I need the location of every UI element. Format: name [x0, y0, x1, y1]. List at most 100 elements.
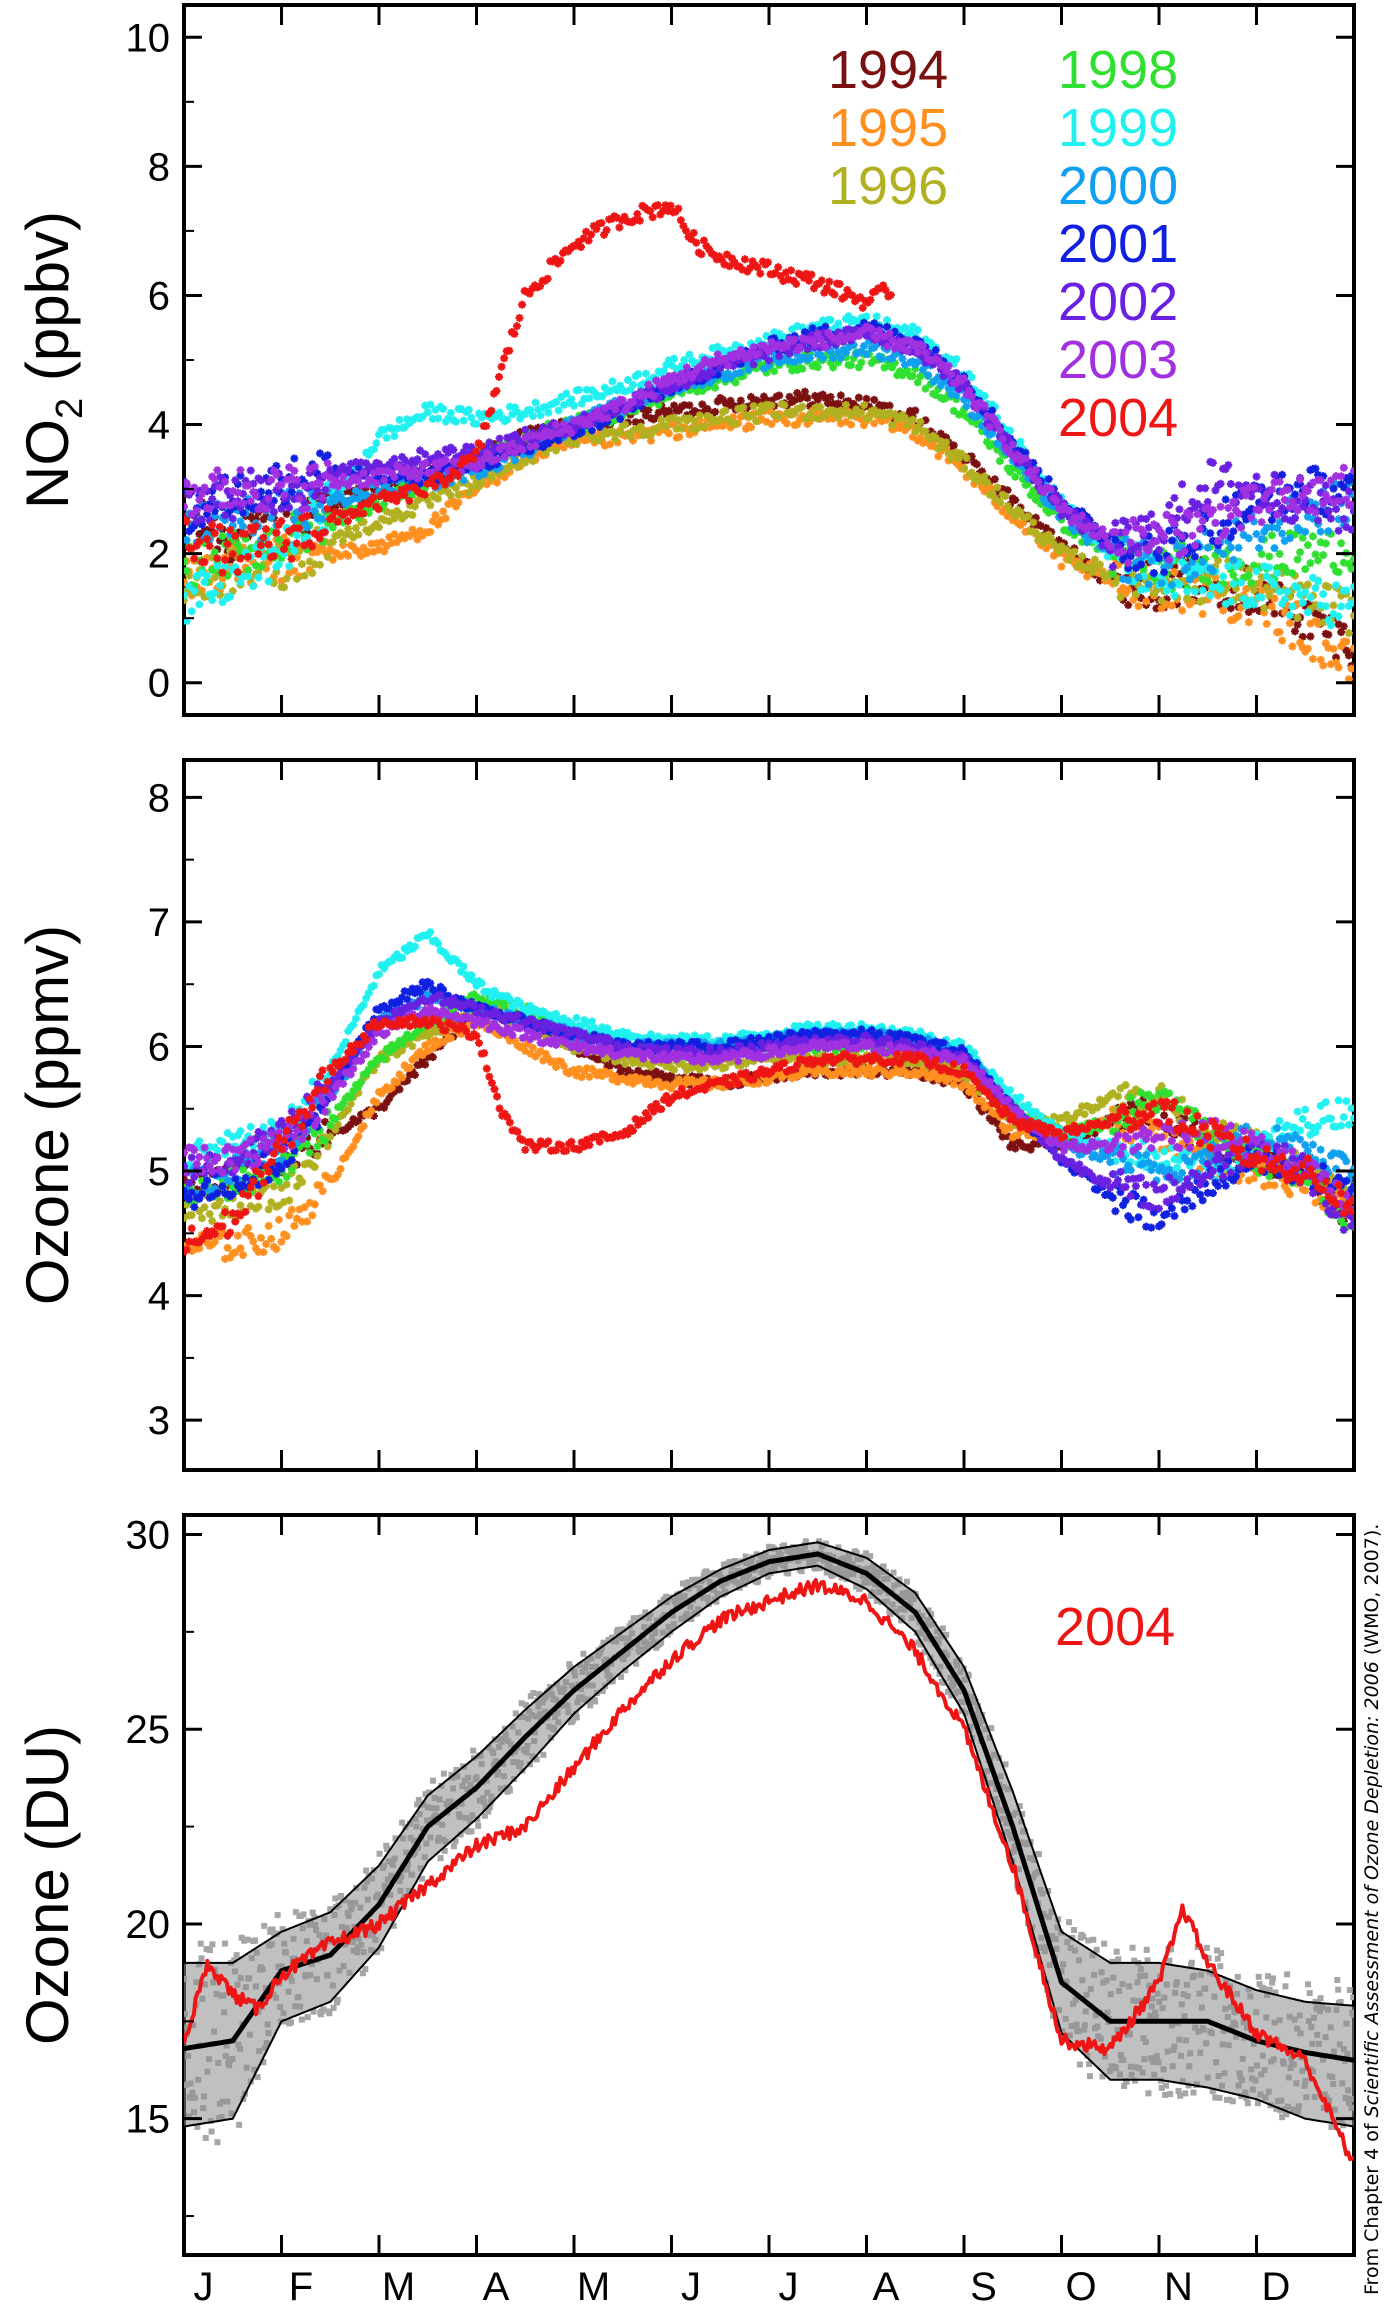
data-point — [510, 403, 519, 412]
data-point — [331, 503, 340, 512]
data-point — [562, 389, 571, 398]
data-point — [753, 263, 762, 272]
data-point — [346, 459, 355, 468]
data-point — [423, 496, 432, 505]
data-point — [446, 474, 455, 483]
data-point — [1196, 525, 1205, 534]
data-point — [249, 582, 258, 591]
data-point — [310, 1200, 319, 1209]
data-point — [1034, 490, 1043, 499]
data-point — [1314, 516, 1323, 525]
data-point — [952, 368, 961, 377]
data-point — [1031, 528, 1040, 537]
data-point — [646, 430, 655, 439]
data-point — [277, 1237, 286, 1246]
data-point — [359, 543, 368, 552]
data-point — [267, 1234, 276, 1243]
data-point — [924, 371, 933, 380]
data-point — [1280, 595, 1289, 604]
data-point — [1306, 605, 1315, 614]
data-point — [554, 406, 563, 415]
data-point — [364, 547, 373, 556]
data-point — [1324, 495, 1333, 504]
data-point — [1270, 470, 1279, 479]
data-point — [1001, 438, 1010, 447]
data-point — [1075, 521, 1084, 530]
data-point — [1257, 593, 1266, 602]
data-point — [729, 413, 738, 422]
data-point — [731, 341, 740, 350]
data-point — [1113, 574, 1122, 583]
data-point — [1134, 542, 1143, 551]
data-point — [652, 376, 661, 385]
data-point — [1260, 527, 1269, 536]
data-point — [387, 468, 396, 477]
data-point — [949, 441, 958, 450]
data-point — [333, 489, 342, 498]
data-point — [1021, 454, 1030, 463]
data-point — [916, 372, 925, 381]
data-point — [185, 487, 194, 496]
data-point — [630, 216, 639, 225]
data-point — [1070, 527, 1079, 536]
data-point — [900, 336, 909, 345]
data-point — [1319, 661, 1328, 670]
data-point — [700, 370, 709, 379]
data-point — [385, 1094, 394, 1103]
data-point — [1337, 472, 1346, 481]
data-point — [934, 384, 943, 393]
data-point — [659, 366, 668, 375]
data-point — [282, 1232, 291, 1241]
data-point — [1044, 475, 1053, 484]
data-point — [1275, 549, 1284, 558]
data-point — [836, 419, 845, 428]
data-point — [510, 456, 519, 465]
data-point — [395, 1070, 404, 1079]
data-point — [685, 401, 694, 410]
data-point — [1265, 552, 1274, 561]
data-point — [208, 566, 217, 575]
data-point — [523, 432, 532, 441]
data-point — [1314, 556, 1323, 565]
data-point — [629, 398, 638, 407]
data-point — [579, 234, 588, 243]
data-point — [795, 343, 804, 352]
data-point — [780, 332, 789, 341]
data-point — [369, 547, 378, 556]
data-point — [765, 347, 773, 356]
data-point — [770, 334, 779, 343]
data-point — [1090, 555, 1099, 564]
data-point — [436, 515, 445, 524]
data-point — [195, 600, 204, 609]
data-point — [1142, 550, 1151, 559]
data-point — [1139, 565, 1148, 574]
data-point — [792, 279, 801, 288]
data-point — [1134, 602, 1143, 611]
data-point — [582, 385, 591, 394]
data-point — [380, 1086, 389, 1095]
data-point — [1337, 628, 1346, 637]
data-point — [1175, 580, 1184, 589]
data-point — [298, 1217, 307, 1226]
data-point — [521, 410, 530, 419]
data-point — [1321, 490, 1330, 499]
data-point — [816, 335, 825, 344]
data-point — [487, 406, 496, 415]
data-point — [410, 466, 419, 475]
data-point — [726, 373, 735, 382]
data-point — [934, 444, 943, 453]
data-point — [236, 471, 245, 480]
data-point — [1134, 573, 1143, 582]
data-point — [611, 435, 620, 444]
data-point — [292, 539, 301, 548]
data-point — [464, 449, 473, 458]
data-point — [998, 435, 1007, 444]
data-point — [449, 497, 458, 506]
data-point — [1206, 509, 1215, 518]
data-point — [505, 402, 514, 411]
data-point — [1103, 572, 1112, 581]
data-point — [700, 422, 709, 431]
data-point — [1221, 465, 1230, 474]
data-point — [1306, 593, 1315, 602]
data-point — [308, 480, 317, 489]
